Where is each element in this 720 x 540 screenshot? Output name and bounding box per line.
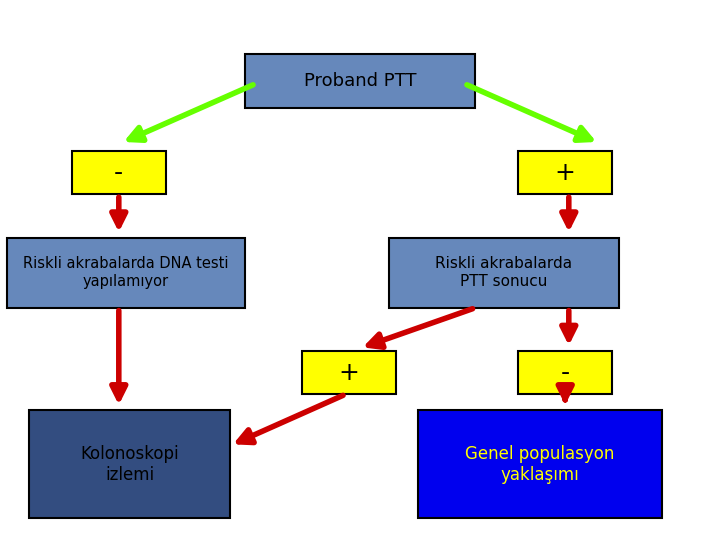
FancyBboxPatch shape bbox=[245, 54, 475, 108]
FancyBboxPatch shape bbox=[418, 410, 662, 518]
Text: +: + bbox=[555, 161, 575, 185]
FancyBboxPatch shape bbox=[7, 238, 245, 308]
Text: Riskli akrabalarda DNA testi
yapılamıyor: Riskli akrabalarda DNA testi yapılamıyor bbox=[23, 256, 229, 289]
Text: -: - bbox=[114, 161, 123, 185]
Text: Proband PTT: Proband PTT bbox=[304, 72, 416, 90]
Text: +: + bbox=[339, 361, 359, 384]
Text: -: - bbox=[561, 361, 570, 384]
FancyBboxPatch shape bbox=[72, 151, 166, 194]
FancyBboxPatch shape bbox=[302, 351, 396, 394]
Text: Genel populasyon
yaklaşımı: Genel populasyon yaklaşımı bbox=[465, 445, 615, 484]
Text: Riskli akrabalarda
PTT sonucu: Riskli akrabalarda PTT sonucu bbox=[436, 256, 572, 289]
FancyBboxPatch shape bbox=[389, 238, 619, 308]
FancyBboxPatch shape bbox=[29, 410, 230, 518]
FancyBboxPatch shape bbox=[518, 151, 612, 194]
Text: Kolonoskopi
izlemi: Kolonoskopi izlemi bbox=[81, 445, 179, 484]
FancyBboxPatch shape bbox=[518, 351, 612, 394]
